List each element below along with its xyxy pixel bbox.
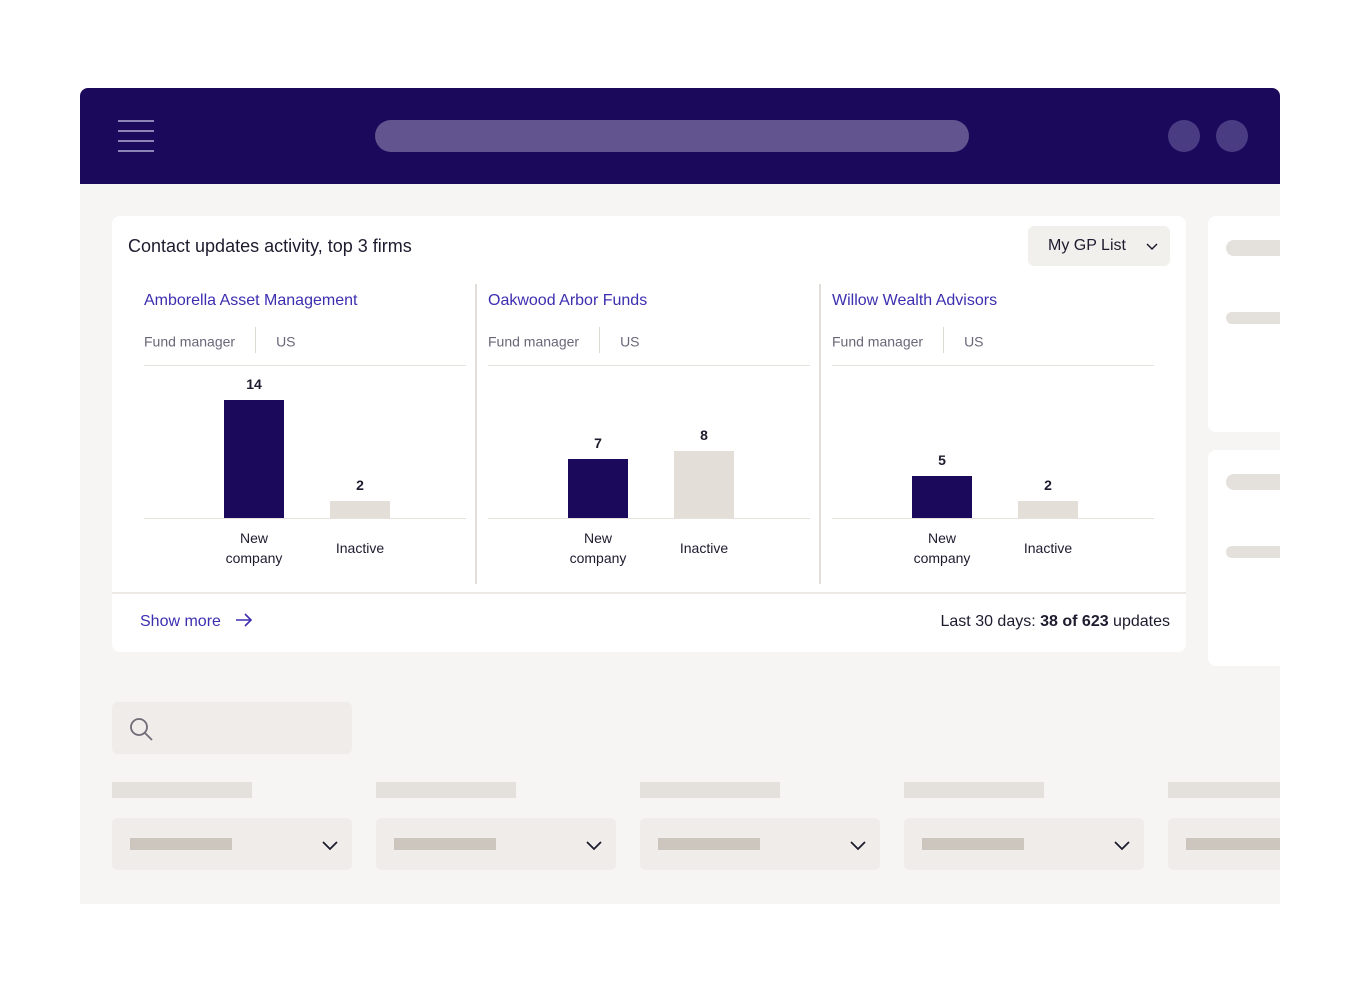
firm-type: Fund manager	[488, 333, 580, 350]
firm-name-link[interactable]: Willow Wealth Advisors	[832, 292, 998, 309]
updates-summary: Last 30 days: 38 of 623 updates	[941, 613, 1171, 631]
bar-new-company[interactable]	[568, 459, 628, 518]
firm-divider	[819, 284, 821, 584]
category-line: Inactive	[679, 540, 729, 556]
side-panel-card	[1208, 216, 1280, 432]
filter-label	[112, 782, 252, 798]
category-line: company	[225, 550, 283, 566]
filter-label	[1168, 782, 1280, 798]
category-line: company	[913, 550, 971, 566]
firm-column: Amborella Asset Management Fund manager U…	[112, 284, 466, 584]
filter-placeholder	[922, 838, 1024, 850]
hamburger-icon[interactable]	[118, 120, 154, 152]
firm-column: Oakwood Arbor Funds Fund manager US 7 New c…	[456, 284, 810, 584]
skeleton-line	[1226, 240, 1280, 256]
search-input[interactable]	[112, 702, 352, 754]
bar-new-company[interactable]	[912, 476, 972, 518]
firm-type: Fund manager	[144, 333, 236, 350]
show-more-label: Show more	[140, 613, 221, 630]
bar-value-label: 8	[700, 427, 708, 443]
summary-count: 38 of 623	[1040, 613, 1109, 630]
bar-category-label: New company	[892, 528, 992, 568]
chevron-down-icon	[1146, 243, 1158, 251]
bar-new-company[interactable]	[224, 400, 284, 518]
bar-value-label: 7	[594, 435, 602, 451]
bar-value-label: 14	[246, 376, 262, 392]
skeleton-line	[1226, 546, 1280, 558]
chevron-down-icon	[322, 841, 338, 851]
filter-dropdown[interactable]	[1168, 818, 1280, 870]
filter-label	[640, 782, 780, 798]
meta-separator	[255, 327, 257, 353]
notifications-button[interactable]	[1168, 120, 1200, 152]
firm-region: US	[276, 333, 296, 350]
chevron-down-icon	[586, 841, 602, 851]
skeleton-line	[1226, 312, 1280, 324]
bar-inactive[interactable]	[674, 451, 734, 518]
filter-label	[904, 782, 1044, 798]
bar-value-label: 5	[938, 452, 946, 468]
summary-prefix: Last 30 days:	[940, 613, 1041, 630]
app-window: Contact updates activity, top 3 firms My…	[80, 88, 1280, 904]
filter-dropdown[interactable]	[904, 818, 1144, 870]
global-search-bar[interactable]	[375, 120, 969, 152]
profile-avatar[interactable]	[1216, 120, 1248, 152]
top-navigation-bar	[80, 88, 1280, 184]
bar-category-label: Inactive	[654, 538, 754, 558]
filter-label	[376, 782, 516, 798]
filter-placeholder	[394, 838, 496, 850]
bar-category-label: New company	[548, 528, 648, 568]
bar-inactive[interactable]	[1018, 501, 1078, 518]
side-panel-card	[1208, 450, 1280, 666]
firm-name-link[interactable]: Oakwood Arbor Funds	[488, 292, 648, 309]
card-footer-divider	[112, 592, 1186, 594]
filter-dropdown[interactable]	[376, 818, 616, 870]
list-selector-label: My GP List	[1048, 237, 1126, 254]
chart-baseline	[832, 518, 1154, 519]
firm-header-divider	[832, 365, 1154, 366]
bar-category-label: Inactive	[310, 538, 410, 558]
firm-type: Fund manager	[832, 333, 924, 350]
chevron-down-icon	[1114, 841, 1130, 851]
category-line: Inactive	[335, 540, 385, 556]
firm-name-link[interactable]: Amborella Asset Management	[144, 292, 358, 309]
contact-updates-card: Contact updates activity, top 3 firms My…	[112, 216, 1186, 652]
firm-meta: Fund manager US	[144, 327, 296, 356]
search-icon	[130, 718, 153, 741]
filter-placeholder	[130, 838, 232, 850]
filter-dropdown[interactable]	[640, 818, 880, 870]
firm-column: Willow Wealth Advisors Fund manager US 5 N…	[800, 284, 1154, 584]
firm-header-divider	[488, 365, 810, 366]
bar-inactive[interactable]	[330, 501, 390, 518]
category-line: New	[239, 530, 268, 546]
category-line: New	[927, 530, 956, 546]
show-more-link[interactable]: Show more	[140, 613, 253, 631]
firm-region: US	[620, 333, 640, 350]
chevron-down-icon	[850, 841, 866, 851]
category-line: New	[583, 530, 612, 546]
bar-value-label: 2	[1044, 477, 1052, 493]
firm-meta: Fund manager US	[832, 327, 984, 356]
chart-baseline	[144, 518, 466, 519]
filter-placeholder	[658, 838, 760, 850]
bar-category-label: New company	[204, 528, 304, 568]
list-selector-dropdown[interactable]: My GP List	[1028, 226, 1170, 266]
firm-header-divider	[144, 365, 466, 366]
filter-placeholder	[1186, 838, 1280, 850]
firm-region: US	[964, 333, 984, 350]
meta-separator	[599, 327, 601, 353]
meta-separator	[943, 327, 945, 353]
bar-category-label: Inactive	[998, 538, 1098, 558]
firm-meta: Fund manager US	[488, 327, 640, 356]
arrow-right-icon	[236, 613, 253, 627]
chart-baseline	[488, 518, 810, 519]
filter-dropdown[interactable]	[112, 818, 352, 870]
category-line: Inactive	[1023, 540, 1073, 556]
summary-suffix: updates	[1108, 613, 1170, 630]
card-title: Contact updates activity, top 3 firms	[128, 236, 412, 256]
skeleton-line	[1226, 474, 1280, 490]
bar-value-label: 2	[356, 477, 364, 493]
firm-divider	[475, 284, 477, 584]
category-line: company	[569, 550, 627, 566]
